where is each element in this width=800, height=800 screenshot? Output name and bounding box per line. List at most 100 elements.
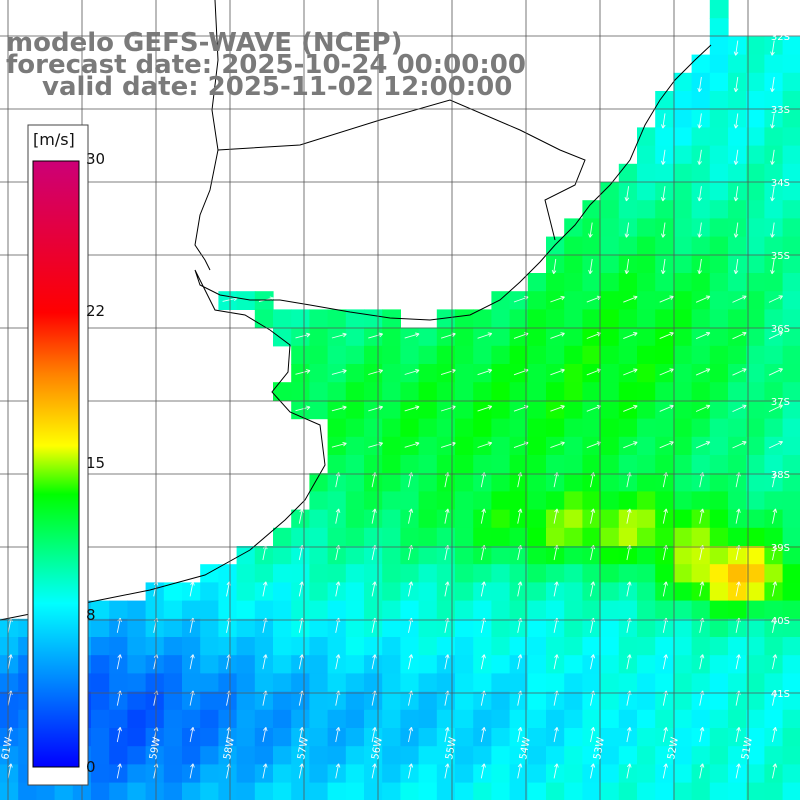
sea-cell — [163, 691, 183, 711]
wind-arrow — [404, 332, 420, 339]
sea-cell — [564, 728, 583, 747]
sea-cell — [327, 345, 347, 365]
sea-cell — [746, 327, 765, 347]
sea-cell — [709, 273, 729, 292]
sea-cell — [309, 709, 329, 729]
sea-cell — [455, 527, 474, 547]
sea-cell — [546, 273, 565, 292]
sea-cell — [455, 418, 474, 438]
sea-cell — [527, 764, 547, 784]
sea-cell — [200, 691, 219, 711]
sea-cell — [673, 291, 693, 310]
sea-cell — [364, 345, 383, 365]
sea-cell — [618, 673, 638, 693]
sea-cell — [418, 746, 438, 765]
sea-cell — [709, 291, 729, 310]
sea-cell — [600, 691, 620, 711]
wind-arrow — [732, 368, 747, 376]
sea-cell — [564, 236, 583, 256]
sea-cell — [455, 637, 474, 656]
sea-cell — [764, 54, 784, 74]
sea-cell — [382, 618, 401, 638]
sea-cell — [527, 382, 547, 401]
sea-cell — [382, 728, 401, 747]
sea-cell — [491, 564, 511, 583]
sea-cell — [637, 473, 656, 492]
sea-cell — [746, 655, 765, 674]
sea-cell — [782, 655, 800, 674]
sea-cell — [182, 673, 201, 693]
sea-cell — [0, 709, 19, 729]
sea-cell — [764, 491, 784, 511]
sea-cell — [527, 746, 547, 765]
wind-arrow — [116, 654, 122, 670]
wind-arrow — [517, 654, 523, 670]
sea-cell — [91, 709, 110, 729]
sea-cell — [618, 600, 638, 620]
colorbar-tick-0: 0 — [86, 758, 96, 776]
sea-cell — [746, 564, 765, 583]
sea-cell — [637, 746, 656, 765]
sea-cell — [782, 382, 800, 401]
sea-cell — [691, 345, 711, 365]
sea-cell — [218, 782, 238, 800]
wind-arrow — [697, 222, 702, 238]
sea-cell — [509, 345, 529, 365]
wind-arrow — [371, 727, 377, 743]
sea-cell — [618, 309, 638, 329]
sea-cell — [0, 673, 19, 693]
sea-cell — [673, 182, 693, 201]
sea-cell — [455, 436, 474, 456]
sea-cell — [455, 655, 474, 674]
sea-cell — [728, 309, 747, 329]
sea-cell — [491, 473, 511, 492]
wind-arrow — [733, 76, 739, 93]
sea-cell — [236, 673, 256, 693]
sea-cell — [273, 382, 292, 401]
sea-cell — [473, 564, 492, 583]
wind-arrow — [298, 763, 304, 779]
sea-cell — [564, 546, 583, 565]
sea-cell — [527, 673, 547, 693]
sea-cell — [691, 309, 711, 329]
sea-cell — [491, 691, 511, 711]
sea-cell — [455, 400, 474, 420]
sea-cell — [309, 509, 329, 529]
wind-arrow — [735, 727, 741, 743]
wind-arrow — [770, 222, 775, 238]
sea-cell — [473, 637, 492, 656]
sea-cell — [728, 273, 747, 292]
sea-cell — [527, 691, 547, 711]
sea-cell — [746, 36, 765, 56]
sea-cell — [582, 455, 602, 474]
sea-cell — [709, 473, 729, 492]
wind-arrow — [262, 763, 268, 779]
sea-cell — [673, 473, 693, 492]
sea-cell — [782, 364, 800, 383]
latitude-label: 33S — [771, 105, 790, 116]
sea-cell — [455, 546, 474, 565]
sea-cell — [309, 655, 329, 674]
sea-cell — [582, 527, 602, 547]
sea-cell — [327, 527, 347, 547]
sea-cell — [618, 273, 638, 292]
wind-arrow — [331, 405, 347, 412]
sea-cell — [618, 527, 638, 547]
sea-cell — [637, 709, 656, 729]
sea-cell — [582, 600, 602, 620]
sea-cell — [455, 618, 474, 638]
sea-cell — [564, 218, 583, 238]
sea-cell — [546, 345, 565, 365]
sea-cell — [127, 709, 147, 729]
sea-cell — [673, 109, 693, 128]
sea-cell — [709, 200, 729, 219]
sea-cell — [527, 600, 547, 620]
sea-cell — [637, 309, 656, 329]
sea-cell — [491, 764, 511, 784]
sea-cell — [273, 618, 292, 638]
sea-cell — [746, 236, 765, 256]
longitude-label: 57W — [296, 736, 311, 760]
sea-cell — [746, 382, 765, 401]
sea-cell — [746, 600, 765, 620]
sea-cell — [637, 637, 656, 656]
